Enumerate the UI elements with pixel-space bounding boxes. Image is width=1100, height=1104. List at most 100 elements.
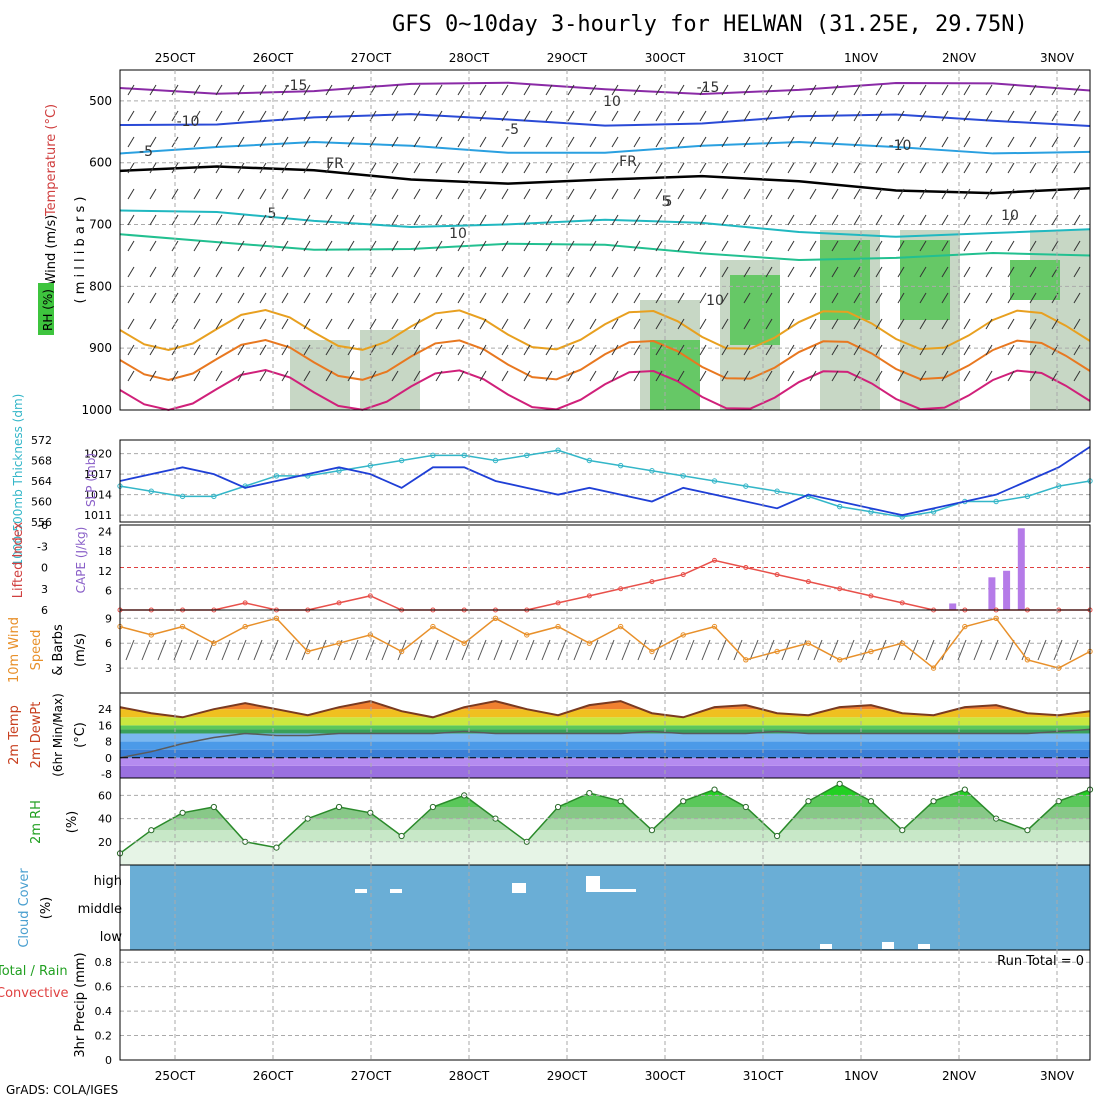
wind-barb [897,84,905,96]
rh-shading-area [290,340,350,410]
wind-barb [149,266,157,278]
wind-barb [193,84,201,96]
thickness-point [680,473,686,479]
wind-barb [325,136,333,148]
cloud-gap-high [600,889,636,892]
wind-barb [875,318,883,330]
wind-barb [281,136,289,148]
wind-barb [325,370,333,382]
wind-barb [281,344,289,356]
wind-barb [721,370,729,382]
isotherm-label: FR [326,156,344,172]
wind-barb [721,266,729,278]
wind-barb [435,318,443,330]
wind-barb [149,292,157,304]
wind-barb [391,188,399,200]
wind-ytick-label: 9 [105,612,112,625]
wind-barb [875,188,883,200]
wind-speed-point [367,632,374,638]
wind-barb [941,84,949,96]
wind-barb [699,84,707,96]
wind-barb [831,188,839,200]
isotherm-label: -15 [285,78,308,94]
wind-barb [347,344,355,356]
thickness-point [743,483,749,489]
wind-barb [281,84,289,96]
rh-point [742,803,749,811]
ylabel-rh-unit: (%) [65,811,80,834]
surface-wind-barb [157,639,167,661]
wind-barb [589,110,597,122]
wind-barb [347,162,355,174]
wind-barb [1051,214,1059,226]
wind-barb [677,110,685,122]
wind-barb [699,344,707,356]
wind-barb [171,266,179,278]
rh-ytick-label: 60 [98,789,112,802]
wind-barb [699,370,707,382]
wind-barb [193,370,201,382]
wind-barb [853,266,861,278]
isotherm-line-warm [119,369,1091,412]
wind-speed-point [179,623,186,630]
rh-point [867,798,875,805]
wind-barb [919,292,927,304]
wind-barb [699,110,707,122]
ylabel-minmax: (6hr Min/Max) [51,693,65,777]
wind-barb [897,136,905,148]
surface-wind-barb [1069,639,1079,661]
wind-barb [413,214,421,226]
wind-speed-point [211,640,217,646]
wind-barb [831,266,839,278]
wind-barb [545,318,553,330]
wind-barb [699,162,707,174]
bottom-date-label: 26OCT [253,1069,294,1083]
wind-barb [743,188,751,200]
wind-barb [567,84,575,96]
surface-wind-barb [237,639,247,661]
wind-barb [941,292,949,304]
wind-barb [567,344,575,356]
wind-barb [787,370,795,382]
wind-barb [1073,136,1081,148]
wind-barb [1029,188,1037,200]
wind-barb [941,318,949,330]
wind-barb [193,188,201,200]
wind-barb [633,162,641,174]
wind-barb [215,162,223,174]
wind-barb [589,240,597,252]
wind-barb [809,162,817,174]
cloud-level-label: high [94,874,122,889]
surface-wind-barb [685,639,695,661]
wind-barb [963,344,971,356]
wind-barb [545,84,553,96]
wind-panel-frame [119,609,1091,694]
wind-barb [523,266,531,278]
surface-wind-barb [477,639,487,661]
ylabel-slp: SLP (mb) [84,453,98,507]
surface-wind-barb [429,639,439,661]
ylabel-2m-temp: 2m Temp [7,705,22,765]
bottom-date-label: 31OCT [743,1069,784,1083]
precip-ytick-label: 0.8 [95,956,113,969]
wind-barb [765,292,773,304]
wind-barb [787,266,795,278]
isotherm-label: 5 [268,206,277,222]
lifted-index-point [336,600,342,606]
wind-barb [413,266,421,278]
wind-barb [765,162,773,174]
thickness-point [524,452,530,459]
wind-barb [369,318,377,330]
wind-barb [347,188,355,200]
wind-barb [897,110,905,122]
wind-barb [479,214,487,226]
credit-label: GrADS: COLA/IGES [6,1083,119,1097]
wind-barb [853,84,861,96]
wind-barb [567,162,575,174]
wind-barb [149,240,157,252]
wind-barb [853,318,861,330]
wind-barb [391,266,399,278]
wind-barb [611,84,619,96]
ylabel-wind10-speed: Speed [29,630,44,671]
wind-barb [237,318,245,330]
